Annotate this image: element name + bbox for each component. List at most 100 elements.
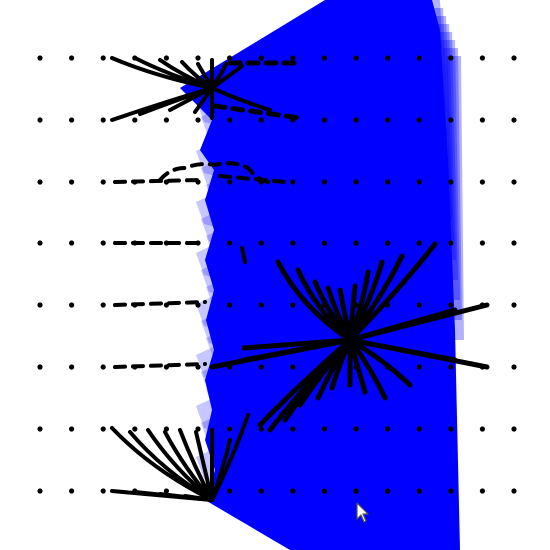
grid-dot bbox=[385, 55, 391, 61]
dash-trail bbox=[158, 161, 270, 184]
grid-dot bbox=[416, 117, 422, 123]
fan-stroke bbox=[210, 86, 272, 112]
grid-dot bbox=[258, 488, 264, 494]
grid-dot bbox=[416, 179, 422, 185]
grid-dot bbox=[385, 426, 391, 432]
grid-dot bbox=[163, 55, 169, 61]
grid-dot bbox=[227, 240, 233, 246]
grid-dot bbox=[37, 117, 43, 123]
grid-dot bbox=[100, 302, 106, 308]
grid-dot bbox=[511, 364, 517, 370]
grid-dot bbox=[132, 117, 138, 123]
fan-stroke bbox=[210, 64, 244, 90]
grid-dot bbox=[479, 426, 485, 432]
stroke-fan-middle[interactable] bbox=[209, 241, 490, 433]
grid-dot bbox=[353, 55, 359, 61]
grid-dot bbox=[258, 302, 264, 308]
dash-trail bbox=[113, 300, 207, 307]
grid-dot bbox=[195, 117, 201, 123]
grid-dot bbox=[195, 55, 201, 61]
grid-dot bbox=[100, 240, 106, 246]
grid-dot bbox=[69, 179, 75, 185]
grid-dot bbox=[416, 488, 422, 494]
grid-dot bbox=[416, 55, 422, 61]
grid-dot bbox=[385, 117, 391, 123]
grid-dot bbox=[100, 117, 106, 123]
fan-stroke bbox=[347, 241, 438, 343]
grid-dot bbox=[37, 55, 43, 61]
grid-dot bbox=[69, 302, 75, 308]
grid-dot bbox=[448, 364, 454, 370]
grid-dot bbox=[479, 55, 485, 61]
grid-dot bbox=[416, 426, 422, 432]
grid-dot bbox=[511, 117, 517, 123]
fan-stroke bbox=[347, 302, 490, 343]
grid-dot bbox=[258, 117, 264, 123]
grid-dot bbox=[321, 426, 327, 432]
grid-dot bbox=[258, 55, 264, 61]
grid-dot bbox=[258, 364, 264, 370]
fan-stroke bbox=[347, 337, 413, 388]
grid-dot bbox=[416, 240, 422, 246]
grid-dot bbox=[37, 488, 43, 494]
grid-dot bbox=[290, 55, 296, 61]
grid-dot bbox=[321, 179, 327, 185]
fan-stroke bbox=[183, 494, 214, 502]
grid-dot bbox=[258, 426, 264, 432]
grid-dot bbox=[511, 426, 517, 432]
grid-dot bbox=[290, 179, 296, 185]
grid-dot bbox=[227, 117, 233, 123]
blue-shape[interactable] bbox=[180, 0, 460, 550]
grid-dot bbox=[37, 426, 43, 432]
dash-trail bbox=[240, 246, 247, 264]
dot-grid bbox=[37, 55, 517, 494]
fan-stroke bbox=[241, 337, 353, 363]
grid-dot bbox=[290, 364, 296, 370]
grid-dot bbox=[321, 117, 327, 123]
dash-trail bbox=[212, 103, 303, 121]
grid-dot bbox=[448, 55, 454, 61]
grid-dot bbox=[37, 179, 43, 185]
grid-dot bbox=[321, 240, 327, 246]
grid-dot bbox=[69, 117, 75, 123]
grid-dot bbox=[448, 240, 454, 246]
grid-dot bbox=[511, 240, 517, 246]
grid-dot bbox=[37, 240, 43, 246]
grid-dot bbox=[353, 117, 359, 123]
grid-dot bbox=[227, 488, 233, 494]
stroke-fan-bottom[interactable] bbox=[110, 413, 250, 502]
dash-trail bbox=[113, 362, 207, 369]
grid-dot bbox=[511, 55, 517, 61]
grid-dot bbox=[511, 302, 517, 308]
fan-stroke bbox=[210, 413, 250, 502]
grid-dot bbox=[479, 117, 485, 123]
grid-dot bbox=[227, 426, 233, 432]
grid-dot bbox=[416, 302, 422, 308]
grid-dot bbox=[290, 302, 296, 308]
grid-dot bbox=[479, 179, 485, 185]
grid-dot bbox=[227, 302, 233, 308]
grid-dot bbox=[163, 117, 169, 123]
grid-dot bbox=[290, 240, 296, 246]
grid-dot bbox=[69, 364, 75, 370]
grid-dot bbox=[479, 488, 485, 494]
grid-dot bbox=[258, 240, 264, 246]
grid-dot bbox=[100, 179, 106, 185]
grid-dot bbox=[321, 488, 327, 494]
grid-dot bbox=[448, 426, 454, 432]
grid-dot bbox=[100, 55, 106, 61]
grid-dot bbox=[100, 488, 106, 494]
grid-dot bbox=[37, 364, 43, 370]
grid-dot bbox=[448, 302, 454, 308]
grid-dot bbox=[132, 426, 138, 432]
grid-dot bbox=[100, 364, 106, 370]
grid-dot bbox=[37, 302, 43, 308]
grid-dot bbox=[479, 240, 485, 246]
stroke-fan-top[interactable] bbox=[110, 56, 272, 122]
grid-dot bbox=[321, 55, 327, 61]
grid-dot bbox=[290, 488, 296, 494]
grid-dot bbox=[353, 426, 359, 432]
grid-dot bbox=[448, 488, 454, 494]
dash-trails bbox=[113, 60, 303, 369]
